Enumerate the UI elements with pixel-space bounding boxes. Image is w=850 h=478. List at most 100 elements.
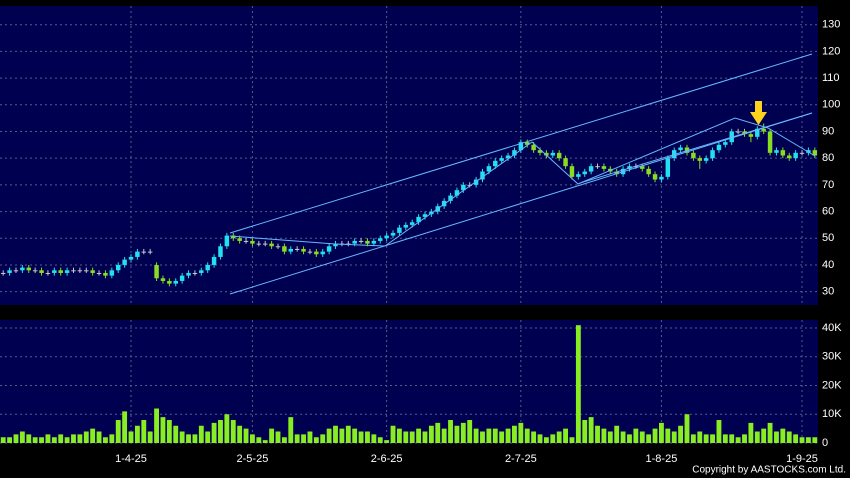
volume-bar	[812, 437, 818, 443]
volume-bar	[115, 420, 121, 443]
candle-body	[416, 216, 421, 223]
volume-bar	[556, 431, 562, 443]
candle-body	[493, 160, 498, 167]
y-tick-label: 100	[822, 99, 840, 111]
volume-bar	[134, 425, 140, 443]
volume-tick-label: 20K	[822, 379, 842, 391]
volume-bar	[607, 431, 613, 443]
candle-body	[659, 176, 664, 180]
x-tick-label: 2-5-25	[237, 453, 269, 465]
candle-body	[588, 166, 594, 172]
candle-body	[269, 243, 274, 247]
candle-body	[710, 150, 715, 159]
volume-bar	[416, 428, 422, 443]
y-tick-label: 90	[822, 125, 834, 137]
channel-mid	[579, 112, 813, 184]
volume-bar	[505, 428, 511, 443]
candle-body	[409, 222, 415, 225]
volume-bar	[435, 422, 441, 443]
candle-body	[358, 240, 364, 242]
candle-body	[652, 174, 658, 180]
volume-bar	[160, 417, 166, 443]
candle-body	[505, 155, 511, 159]
volume-bar	[761, 428, 767, 443]
candle-body	[231, 235, 236, 239]
candle-body	[601, 166, 607, 169]
volume-bar	[742, 434, 747, 443]
candle-body	[39, 270, 44, 273]
volume-bar	[601, 428, 607, 443]
candle-body	[64, 270, 70, 273]
volume-bar	[186, 434, 191, 443]
y-tick-label: 70	[822, 179, 834, 191]
volume-bar	[799, 437, 805, 443]
volume-bar	[537, 434, 543, 443]
candle-body	[294, 248, 300, 250]
volume-bar	[192, 434, 198, 443]
volume-bar	[19, 431, 25, 443]
volume-bar	[690, 434, 696, 443]
volume-bar	[32, 437, 38, 443]
candle-body	[461, 184, 466, 191]
candle-body	[179, 275, 185, 281]
volume-bar	[7, 437, 13, 443]
volume-bar	[441, 428, 447, 443]
candle-body	[45, 272, 51, 274]
x-tick-label: 2-7-25	[505, 453, 537, 465]
volume-bar	[652, 428, 658, 443]
volume-bar	[294, 434, 300, 443]
candle-body	[211, 256, 217, 265]
candle-body	[544, 152, 549, 156]
volume-bar	[307, 431, 313, 443]
volume-bar	[729, 434, 735, 443]
candle-body	[0, 272, 6, 274]
y-tick-label: 40	[822, 259, 834, 271]
volume-bar	[767, 422, 773, 443]
volume-bar	[384, 440, 390, 443]
volume-bar	[58, 434, 64, 443]
volume-bar	[550, 434, 556, 443]
copyright: Copyright by AASTOCKS.com Ltd.	[692, 465, 846, 476]
volume-bar	[588, 417, 594, 443]
x-tick-label: 1-9-25	[786, 453, 818, 465]
arrow-marker	[750, 101, 767, 125]
candle-body	[167, 280, 172, 284]
volume-bar	[454, 425, 460, 443]
volume-bar	[198, 425, 204, 443]
candle-body	[569, 166, 575, 177]
volume-bar	[665, 428, 671, 443]
candle-body	[314, 251, 319, 255]
candle-body	[512, 150, 517, 156]
candle-body	[684, 147, 690, 153]
candle-body	[301, 248, 306, 252]
channel-lower	[229, 112, 813, 295]
candle-body	[524, 142, 530, 145]
volume-bar	[71, 434, 76, 443]
volume-bar	[358, 431, 364, 443]
candle-body	[748, 134, 754, 137]
volume-tick-label: 30K	[822, 351, 842, 363]
candle-body	[665, 158, 671, 177]
y-tick-label: 50	[822, 232, 834, 244]
volume-bar	[122, 411, 128, 443]
volume-bar	[166, 420, 172, 443]
candle-body	[103, 272, 108, 276]
volume-tick-label: 10K	[822, 408, 842, 420]
candle-body	[755, 128, 760, 137]
volume-bar	[147, 431, 153, 443]
volume-bar	[531, 431, 537, 443]
volume-bar	[13, 434, 19, 443]
volume-bar	[524, 428, 530, 443]
candle-body	[141, 251, 147, 253]
candle-body	[173, 280, 178, 284]
candle-body	[422, 214, 428, 217]
candle-body	[333, 243, 338, 247]
volume-bar	[716, 420, 722, 443]
candle-body	[115, 264, 121, 271]
candle-body	[365, 240, 370, 244]
volume-bar	[774, 431, 779, 443]
volume-panel	[0, 320, 818, 443]
volume-bar	[26, 434, 32, 443]
candle-body	[199, 270, 204, 273]
